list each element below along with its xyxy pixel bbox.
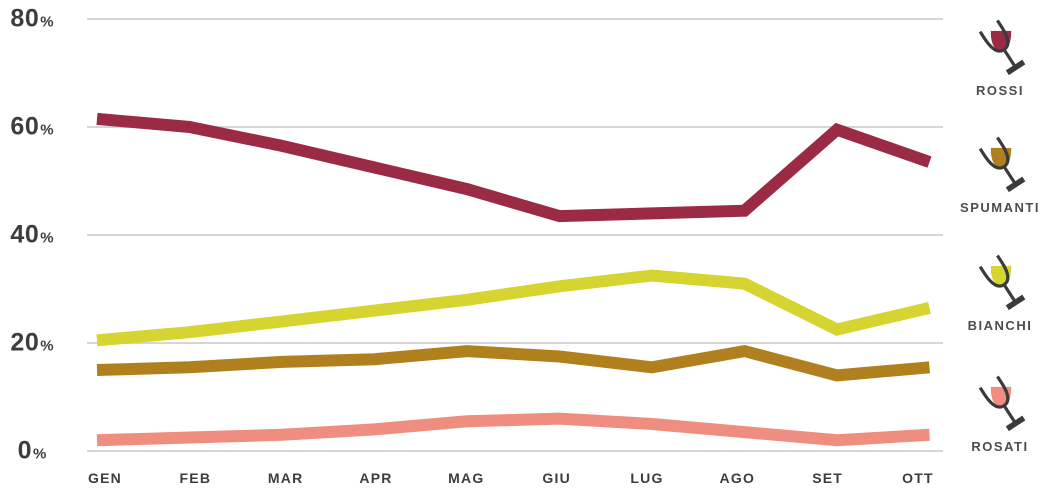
x-axis-label-giu: GIU: [542, 470, 571, 486]
x-axis-label-feb: FEB: [179, 470, 212, 486]
wine-glass-bianchi-icon: [978, 254, 1026, 311]
legend-item-rosati: ROSATI: [950, 372, 1050, 454]
wine-glass-rossi-icon: [978, 19, 1026, 76]
series-line-rossi: [96, 112, 932, 223]
legend-label-bianchi: BIANCHI: [967, 318, 1033, 333]
wine-glass-rosati-icon: [978, 375, 1026, 432]
chart-legend: ROSSI SPUMANTI: [950, 0, 1050, 494]
legend-item-bianchi: BIANCHI: [950, 251, 1050, 333]
x-axis-label-set: SET: [812, 470, 844, 486]
x-axis-label-mar: MAR: [267, 470, 304, 486]
legend-item-rossi: ROSSI: [950, 16, 1050, 98]
wine-glass-spumanti-icon: [978, 136, 1026, 193]
legend-label-rosati: ROSATI: [971, 439, 1029, 454]
legend-label-spumanti: SPUMANTI: [960, 200, 1040, 215]
series-line-rosati: [96, 412, 930, 447]
series-line-bianchi: [96, 269, 931, 347]
x-axis-label-ago: AGO: [719, 470, 756, 486]
y-axis-tick-80: 80%: [10, 4, 54, 33]
x-axis-label-gen: GEN: [88, 470, 122, 486]
y-axis-tick-40: 40%: [10, 220, 54, 249]
series-line-spumanti: [96, 344, 931, 382]
y-axis-tick-0: 0%: [17, 436, 47, 465]
x-axis-label-apr: APR: [359, 470, 393, 486]
y-axis-tick-60: 60%: [10, 112, 54, 141]
x-axis-label-mag: MAG: [448, 470, 485, 486]
x-axis-label-lug: LUG: [630, 470, 664, 486]
y-axis-tick-20: 20%: [10, 328, 54, 357]
legend-label-rossi: ROSSI: [976, 83, 1024, 98]
x-axis-label-ott: OTT: [902, 470, 934, 486]
legend-item-spumanti: SPUMANTI: [950, 133, 1050, 215]
